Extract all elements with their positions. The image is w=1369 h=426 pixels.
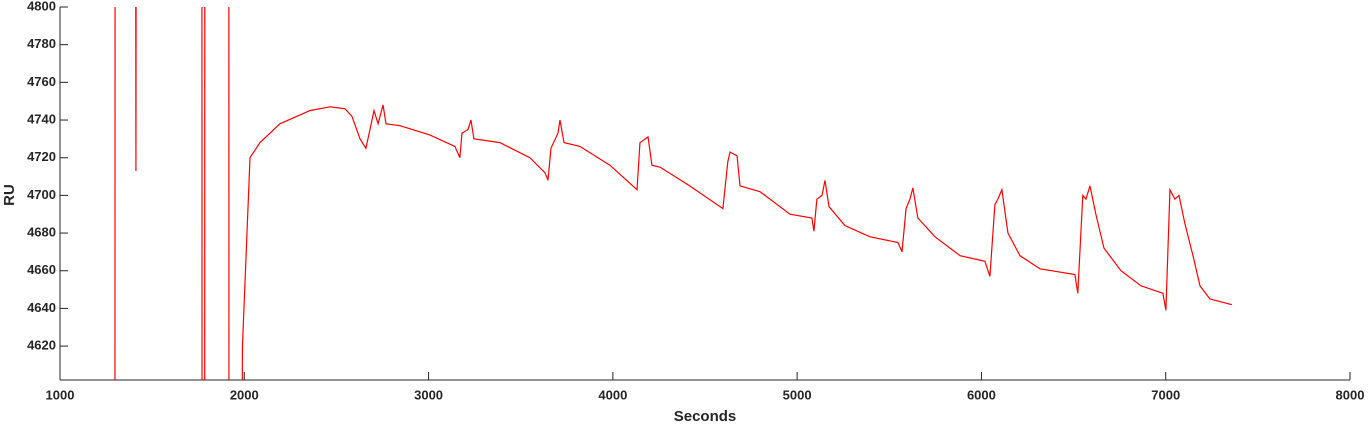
y-tick-label: 4740 (27, 111, 56, 126)
x-tick-label: 1000 (46, 387, 75, 402)
y-tick-label: 4700 (27, 187, 56, 202)
y-tick-label: 4680 (27, 224, 56, 239)
y-tick-label: 4620 (27, 338, 56, 353)
x-tick-label: 5000 (783, 387, 812, 402)
y-tick-label: 4640 (27, 300, 56, 315)
x-tick-label: 6000 (967, 387, 996, 402)
y-tick-label: 4660 (27, 262, 56, 277)
y-tick-label: 4780 (27, 36, 56, 51)
x-tick-label: 4000 (598, 387, 627, 402)
y-tick-label: 4760 (27, 74, 56, 89)
x-tick-label: 2000 (230, 387, 259, 402)
y-axis-label: RU (1, 184, 18, 206)
y-tick-label: 4720 (27, 149, 56, 164)
x-tick-label: 7000 (1151, 387, 1180, 402)
x-tick-label: 8000 (1336, 387, 1365, 402)
y-tick-label: 4800 (27, 0, 56, 13)
data-line (114, 7, 1233, 380)
x-tick-label: 3000 (414, 387, 443, 402)
x-axis-label: Seconds (674, 408, 737, 425)
